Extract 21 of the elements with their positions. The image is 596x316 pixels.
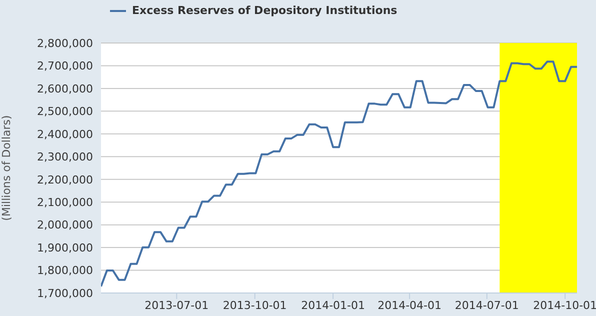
y-tick-label: 2,200,000	[37, 173, 93, 186]
y-tick-label: 2,400,000	[37, 128, 93, 141]
y-tick-label: 2,700,000	[37, 60, 93, 73]
y-axis-title: (Millions of Dollars)	[0, 115, 13, 221]
y-tick-label: 2,300,000	[37, 150, 93, 164]
x-tick-label: 2014-10-01	[533, 298, 596, 312]
legend-label: Excess Reserves of Depository Institutions	[132, 4, 398, 17]
y-tick-label: 2,500,000	[37, 105, 93, 118]
y-tick-label: 1,700,000	[37, 286, 93, 300]
y-tick-label: 2,600,000	[37, 82, 93, 96]
x-tick-label: 2014-07-01	[454, 298, 519, 312]
y-tick-label: 2,100,000	[37, 196, 93, 209]
y-tick-label: 2,800,000	[37, 36, 93, 50]
line-series	[101, 60, 577, 288]
x-tick-label: 2014-04-01	[378, 298, 442, 312]
x-tick-label: 2013-10-01	[222, 298, 287, 312]
x-tick-label: 2013-07-01	[144, 298, 209, 312]
y-tick-label: 1,900,000	[37, 241, 93, 254]
y-tick-label: 1,800,000	[37, 264, 93, 278]
x-tick-label: 2014-01-01	[301, 298, 366, 312]
y-tick-label: 2,000,000	[37, 218, 93, 232]
